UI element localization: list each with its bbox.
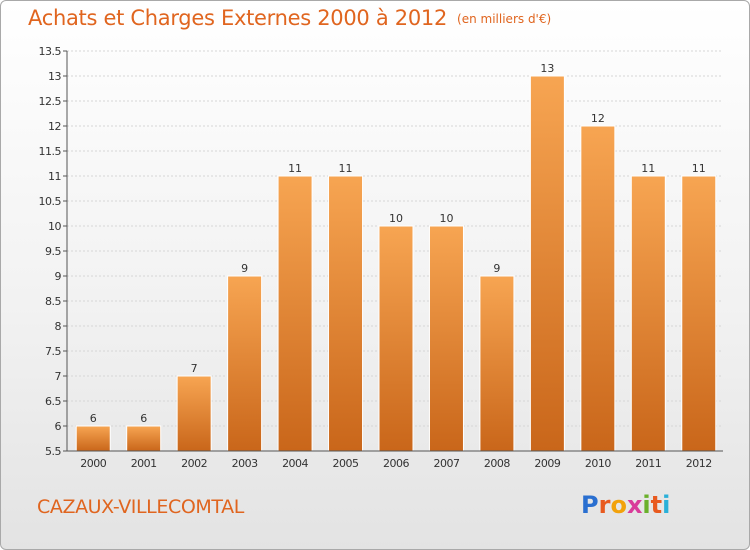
y-tick-label: 7 [55,370,62,383]
axis-layer: 5.5 6 6.5 7 7.5 8 8.5 9 9.5 10 10.5 11 11.5 12 12.5 13 1… [39,45,723,470]
bar [428,225,464,452]
x-tick-label: 2007 [433,457,459,470]
bar-value-label: 13 [540,62,554,75]
y-tick-label: 13.5 [39,45,62,58]
logo-letter: r [598,491,611,519]
x-tick-label: 2012 [686,457,712,470]
bar-layer: 6 6 7 9 11 11 10 10 9 13 12 11 11 [75,62,717,452]
x-tick-label: 2008 [484,457,510,470]
bar-value-label: 7 [191,362,198,375]
bar [681,175,717,452]
bar-value-label: 9 [241,262,248,275]
x-tick-label: 2011 [635,457,661,470]
y-tick-label: 9.5 [45,245,61,258]
bar-value-label: 11 [339,162,353,175]
chart-title-text: Achats et Charges Externes 2000 à 2012 [28,6,448,30]
y-tick-label: 12 [48,120,61,133]
y-tick-label: 11 [48,170,61,183]
logo-letter: i [662,491,671,519]
y-tick-label: 5.5 [45,445,61,458]
logo-letter: x [626,491,643,519]
x-tick-label: 2002 [181,457,207,470]
town-name: CAZAUX-VILLECOMTAL [37,496,244,518]
logo-letter: i [642,491,651,519]
bar [580,125,616,452]
x-tick-label: 2004 [282,457,308,470]
bar [529,75,565,452]
proxiti-logo[interactable]: Proxiti [581,491,670,519]
bar [227,275,263,452]
chart-unit: (en milliers d'€) [457,12,552,26]
bar [378,225,414,452]
x-tick-label: 2009 [534,457,560,470]
y-tick-label: 11.5 [39,145,62,158]
logo-letter: P [581,491,599,519]
y-tick-label: 6.5 [45,395,61,408]
x-tick-label: 2000 [80,457,106,470]
bar [176,375,212,452]
bar-value-label: 12 [591,112,605,125]
y-tick-label: 9 [55,270,62,283]
x-tick-label: 2005 [333,457,359,470]
x-tick-label: 2010 [585,457,611,470]
y-tick-label: 13 [48,70,61,83]
bar-value-label: 11 [641,162,655,175]
bar-value-label: 10 [439,212,453,225]
logo-letter: t [650,491,663,519]
y-tick-label: 12.5 [39,95,62,108]
x-tick-label: 2001 [131,457,157,470]
bar-value-label: 10 [389,212,403,225]
bar-value-label: 11 [692,162,706,175]
bar-value-label: 6 [90,412,97,425]
chart-title: Achats et Charges Externes 2000 à 2012 (e… [28,6,551,30]
bar-value-label: 6 [140,412,147,425]
bar [126,425,162,452]
y-tick-label: 7.5 [45,345,61,358]
bar [75,425,111,452]
logo-letter: o [610,491,627,519]
bar-value-label: 11 [288,162,302,175]
bar [277,175,313,452]
x-tick-label: 2006 [383,457,409,470]
bar-value-label: 9 [493,262,500,275]
y-tick-label: 8.5 [45,295,61,308]
x-tick-label: 2003 [232,457,258,470]
bar [630,175,666,452]
bar [479,275,515,452]
y-tick-label: 10.5 [39,195,62,208]
y-tick-label: 6 [55,420,62,433]
bar [328,175,364,452]
y-tick-label: 8 [55,320,62,333]
y-tick-label: 10 [48,220,61,233]
